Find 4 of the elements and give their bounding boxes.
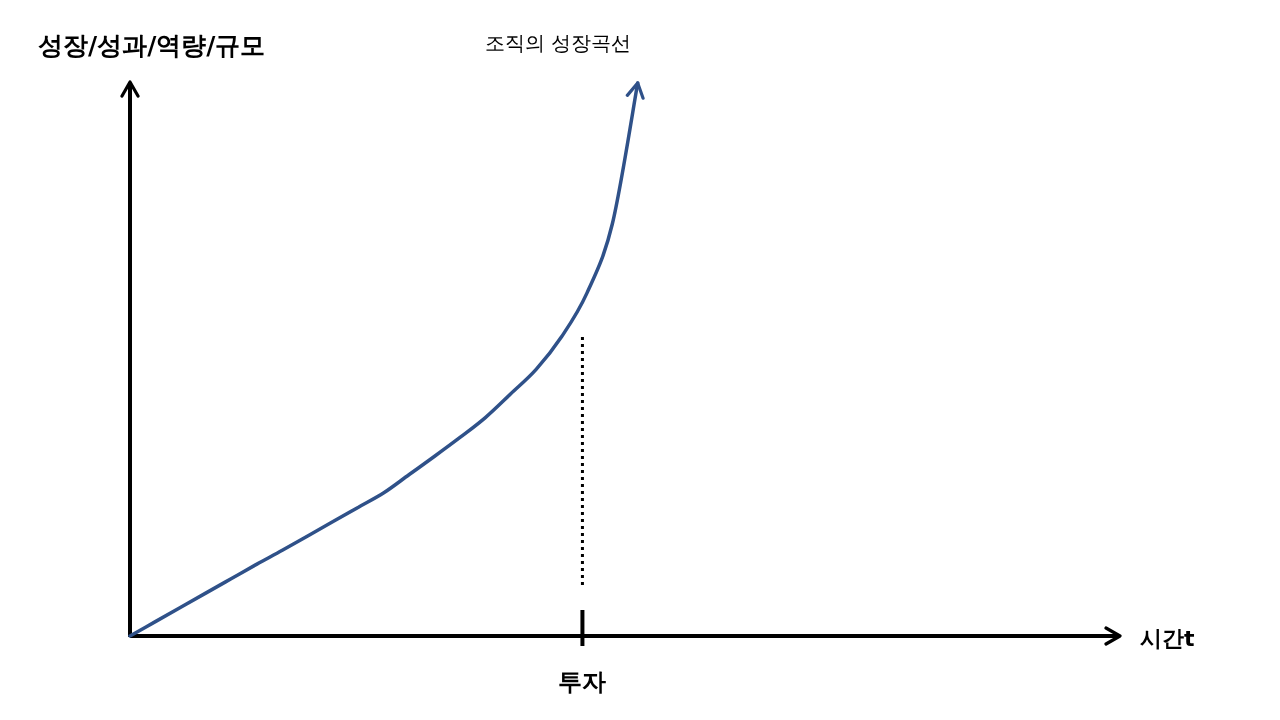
y-axis-title: 성장/성과/역량/규모 (38, 31, 266, 60)
x-axis-title: 시간t (1140, 626, 1195, 651)
text: 투자 (558, 668, 607, 696)
series-label: 조직의 성장곡선 (484, 31, 631, 55)
